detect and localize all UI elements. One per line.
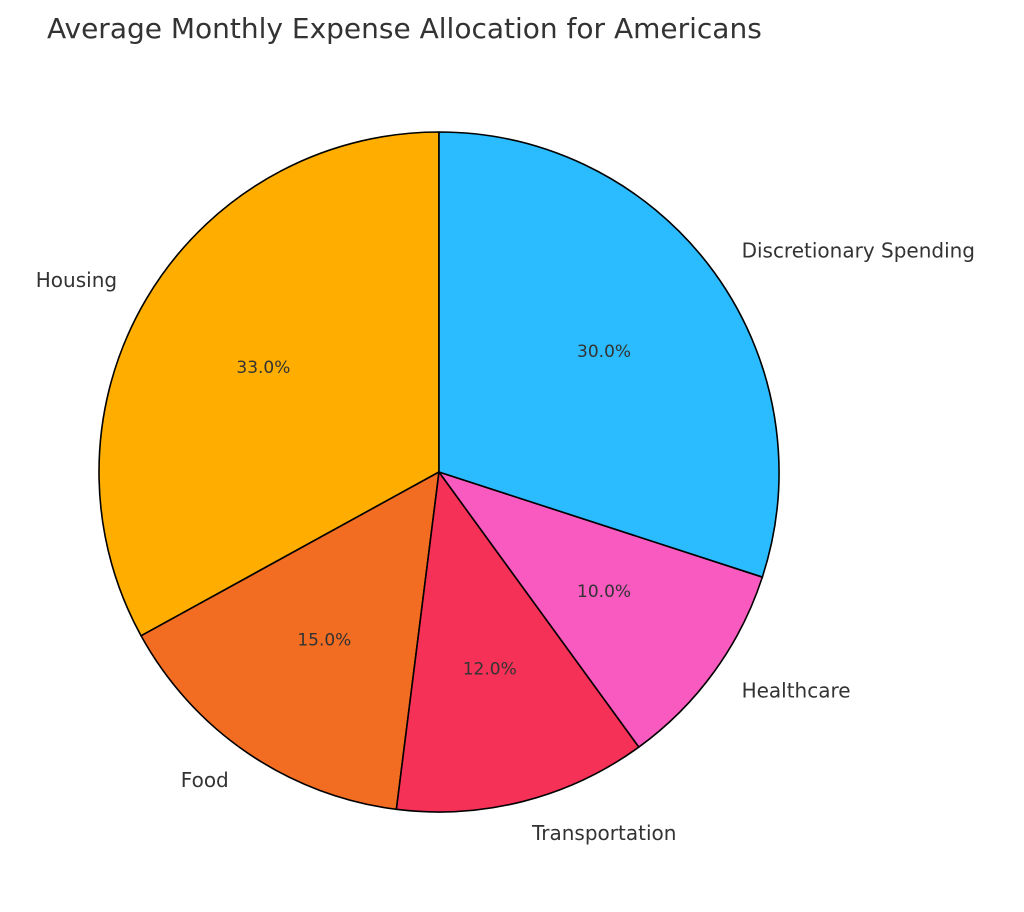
pie-slice-housing bbox=[98, 131, 440, 637]
percent-labels: 33.0% 15.0% 12.0% 10.0% 30.0% bbox=[236, 342, 631, 679]
slice-label-transportation: Transportation bbox=[531, 821, 676, 845]
pie-slice-discretionary-spending bbox=[438, 131, 780, 578]
pie-slice-healthcare bbox=[438, 471, 764, 748]
pie-slices bbox=[98, 131, 780, 813]
chart-title: Average Monthly Expense Allocation for A… bbox=[47, 12, 762, 45]
pie-slice-transportation bbox=[395, 471, 640, 813]
percent-label-discretionary-spending: 30.0% bbox=[577, 342, 631, 362]
slice-label-discretionary-spending: Discretionary Spending bbox=[742, 239, 975, 263]
slice-label-food: Food bbox=[181, 768, 229, 792]
percent-label-housing: 33.0% bbox=[236, 358, 290, 378]
percent-label-healthcare: 10.0% bbox=[577, 582, 631, 602]
slice-label-housing: Housing bbox=[36, 268, 117, 292]
percent-label-transportation: 12.0% bbox=[463, 660, 517, 680]
percent-label-food: 15.0% bbox=[297, 631, 351, 651]
slice-labels: Housing Food Transportation Healthcare Discr… bbox=[36, 239, 975, 845]
pie-slice-food bbox=[140, 471, 440, 811]
slice-label-healthcare: Healthcare bbox=[742, 678, 851, 702]
